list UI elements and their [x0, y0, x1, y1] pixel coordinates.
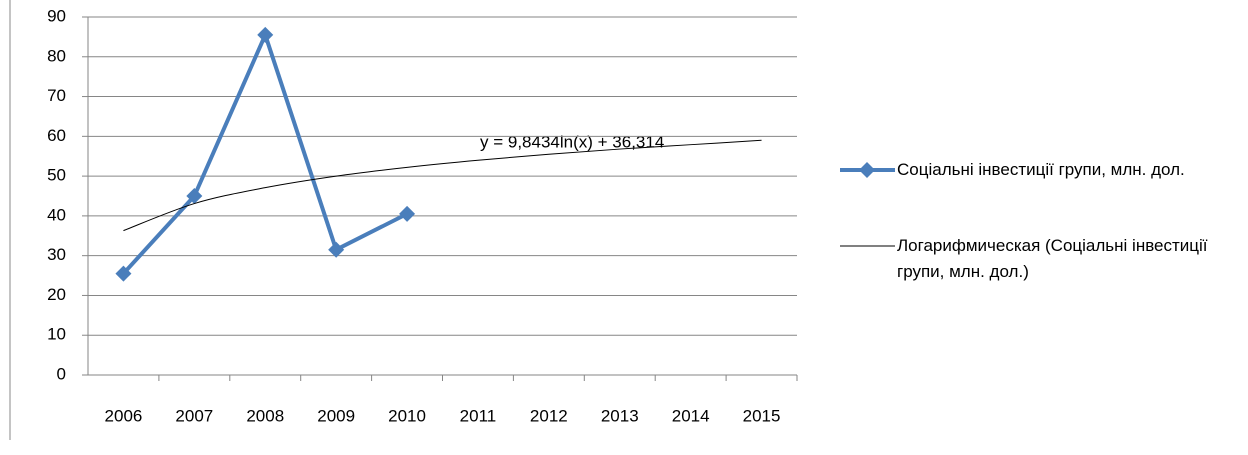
- trend-line: [123, 139, 762, 232]
- legend-label: Соціальні інвестиції групи, млн. дол.: [897, 160, 1185, 179]
- x-tick-label: 2006: [105, 406, 143, 425]
- marker: [115, 265, 132, 282]
- series-line: [121, 32, 408, 275]
- x-tick-label: 2015: [743, 406, 781, 425]
- y-tick-label: 60: [47, 126, 66, 145]
- trend-equation: y = 9,8434ln(x) + 36,314: [480, 132, 664, 151]
- y-tick-label: 50: [47, 166, 66, 185]
- y-tick-label: 90: [47, 6, 66, 25]
- y-tick-label: 10: [47, 325, 66, 344]
- x-tick-label: 2008: [246, 406, 284, 425]
- x-tick-label: 2011: [460, 406, 497, 425]
- marker: [328, 241, 345, 258]
- x-tick-label: 2014: [672, 406, 710, 425]
- y-tick-label: 80: [47, 46, 66, 65]
- x-tick-label: 2010: [388, 406, 426, 425]
- y-tick-label: 30: [47, 245, 66, 264]
- x-tick-label: 2012: [530, 406, 568, 425]
- x-tick-label: 2007: [175, 406, 213, 425]
- y-tick-label: 0: [57, 364, 66, 383]
- x-tick-label: 2009: [317, 406, 355, 425]
- marker: [399, 205, 416, 222]
- legend-marker: [859, 162, 875, 178]
- y-tick-label: 40: [47, 205, 66, 224]
- marker: [186, 188, 203, 204]
- legend-label: Логарифмическая (Соціальні інвестиції гр…: [897, 236, 1208, 281]
- x-tick-label: 2013: [601, 406, 639, 425]
- y-tick-label: 20: [47, 285, 66, 304]
- marker: [257, 26, 274, 43]
- y-tick-label: 70: [47, 86, 66, 105]
